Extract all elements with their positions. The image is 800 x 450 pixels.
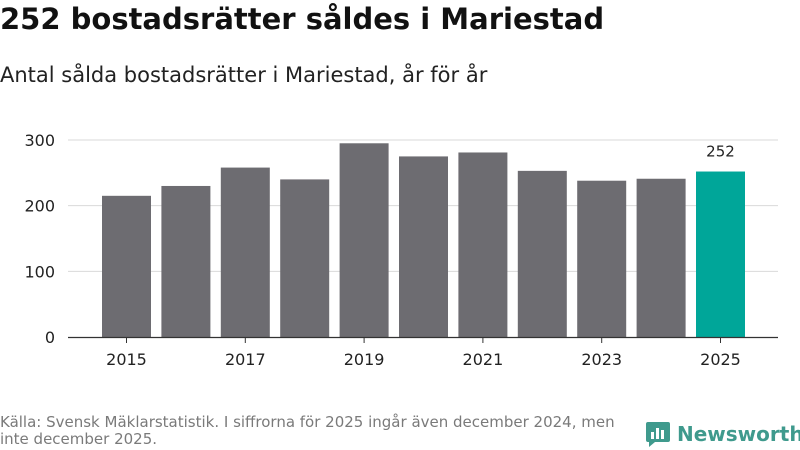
bar-2018 (280, 179, 330, 337)
x-tick-label-2019: 2019 (344, 350, 385, 369)
bar-2016 (161, 185, 211, 337)
bar-2022 (517, 170, 567, 337)
x-tick-label-2025: 2025 (700, 350, 741, 369)
x-tick-label-2021: 2021 (463, 350, 504, 369)
x-tick-label-2017: 2017 (225, 350, 266, 369)
source-note: Källa: Svensk Mäklarstatistik. I siffror… (0, 413, 615, 448)
bar-2017 (220, 167, 270, 337)
bar-2015 (102, 195, 151, 337)
chart-title: 252 bostadsrätter såldes i Mariestad (0, 2, 605, 36)
x-tick-label-2015: 2015 (106, 350, 147, 369)
newsworthy-logo: Newsworthy (645, 419, 800, 449)
y-tick-label-100: 100 (24, 262, 55, 281)
bar-2021 (458, 152, 508, 337)
bar-2019 (339, 143, 389, 337)
bar-2023 (577, 180, 627, 337)
chart-subtitle: Antal sålda bostadsrätter i Mariestad, å… (0, 63, 488, 87)
brand-name: Newsworthy (677, 422, 800, 446)
bar-2024 (636, 178, 686, 337)
y-tick-label-0: 0 (45, 328, 55, 347)
bar-2025 (696, 171, 745, 337)
y-tick-label-300: 300 (24, 131, 55, 150)
x-tick-label-2023: 2023 (581, 350, 622, 369)
newsworthy-logo-icon (646, 422, 670, 447)
data-label-2025: 252 (706, 143, 735, 161)
bar-2020 (399, 156, 448, 337)
bar-chart: 0 100 200 300 2015 2017 2019 2021 2023 2025 252 (24, 131, 778, 369)
y-tick-label-200: 200 (24, 197, 55, 216)
